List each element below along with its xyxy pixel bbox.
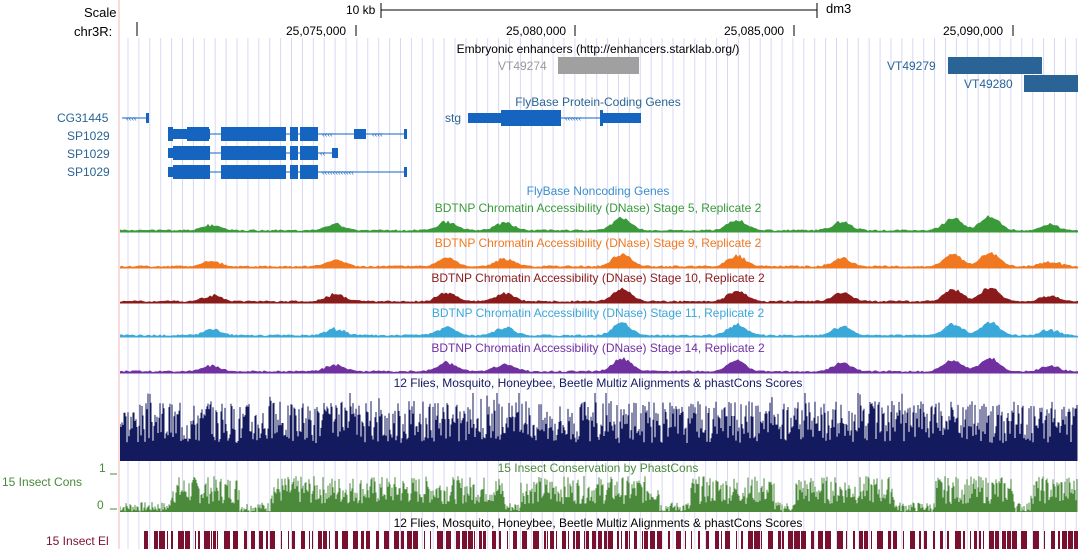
scale-bar [380,3,818,18]
scale-label: Scale [84,5,117,20]
enhancer-feature-vt49280[interactable] [1024,75,1078,92]
gene-label-sp1029-c[interactable]: SP1029 [67,165,110,179]
dnase-stage9-signal[interactable] [120,249,1078,269]
svg-text:‹‹‹‹: ‹‹‹‹ [322,130,333,139]
flybase-coding-track-title[interactable]: FlyBase Protein-Coding Genes [515,95,681,109]
gene-models[interactable]: ‹‹‹‹ ‹‹‹‹ ‹‹‹‹ [0,108,1078,188]
multiz-track-title[interactable]: 12 Flies, Mosquito, Honeybee, Beetle Mul… [393,376,803,390]
ruler-tick-3: 25,085,000 [724,24,785,38]
insect-cons-side-label[interactable]: 15 Insect Cons [2,475,83,489]
ruler-tick-1: 25,075,000 [286,24,347,38]
gene-label-sp1029-b[interactable]: SP1029 [67,147,110,161]
dnase-stage11-signal[interactable] [120,318,1078,338]
enhancer-label-vt49280[interactable]: VT49280 [964,77,1013,91]
gene-label-stg[interactable]: stg [445,111,462,125]
dnase-stage5-title[interactable]: BDTNP Chromatin Accessibility (DNase) St… [434,201,762,215]
enhancer-feature-vt49274[interactable] [558,57,639,74]
ruler-tick-4: 25,090,000 [943,24,1004,38]
flybase-noncoding-track-title[interactable]: FlyBase Noncoding Genes [526,184,670,198]
position-ruler [136,22,1014,36]
enhancer-label-vt49274[interactable]: VT49274 [498,59,547,73]
insect-cons-ymin: 0 [97,498,104,512]
insect-cons-signal[interactable] [120,474,1078,512]
dnase-stage11-title[interactable]: BDTNP Chromatin Accessibility (DNase) St… [431,306,765,320]
svg-text:‹‹‹‹‹‹: ‹‹‹‹‹‹ [565,114,581,123]
insect-el-side-label[interactable]: 15 Insect El [46,534,109,548]
gene-label-cg31445[interactable]: CG31445 [57,111,109,125]
svg-text:‹‹‹‹: ‹‹‹‹ [126,114,137,123]
assembly-label: dm3 [826,1,852,16]
dnase-stage9-title[interactable]: BDTNP Chromatin Accessibility (DNase) St… [434,236,762,250]
svg-text:‹‹‹‹‹‹‹‹‹‹‹‹: ‹‹‹‹‹‹‹‹‹‹‹‹ [322,168,354,177]
gene-label-sp1029-a[interactable]: SP1029 [67,129,110,143]
enhancer-feature-vt49279[interactable] [948,57,1042,74]
enhancers-track-title[interactable]: Embryonic enhancers (http://enhancers.st… [456,42,740,56]
chrom-label: chr3R: [74,24,113,39]
dnase-stage10-title[interactable]: BDTNP Chromatin Accessibility (DNase) St… [431,271,765,285]
ruler-tick-2: 25,080,000 [506,24,567,38]
scale-bar-label: 10 kb [346,3,376,17]
dnase-stage10-signal[interactable] [120,284,1078,304]
insect-elements-signal[interactable] [120,531,1078,549]
insect-cons-ymax: 1 [99,461,106,475]
dnase-stage14-signal[interactable] [120,354,1078,374]
svg-text:‹‹: ‹‹ [320,149,326,158]
insect-cons-track-title[interactable]: 15 Insect Conservation by PhastCons [497,461,699,475]
svg-text:‹‹‹‹: ‹‹‹‹ [372,130,383,139]
dnase-stage5-signal[interactable] [120,213,1078,233]
multiz-track-title-2[interactable]: 12 Flies, Mosquito, Honeybee, Beetle Mul… [393,516,803,530]
insect-cons-axis-ticks [110,473,117,510]
enhancer-label-vt49279[interactable]: VT49279 [887,59,936,73]
multiz-conservation-signal[interactable] [120,391,1078,461]
dnase-stage14-title[interactable]: BDTNP Chromatin Accessibility (DNase) St… [431,341,765,355]
